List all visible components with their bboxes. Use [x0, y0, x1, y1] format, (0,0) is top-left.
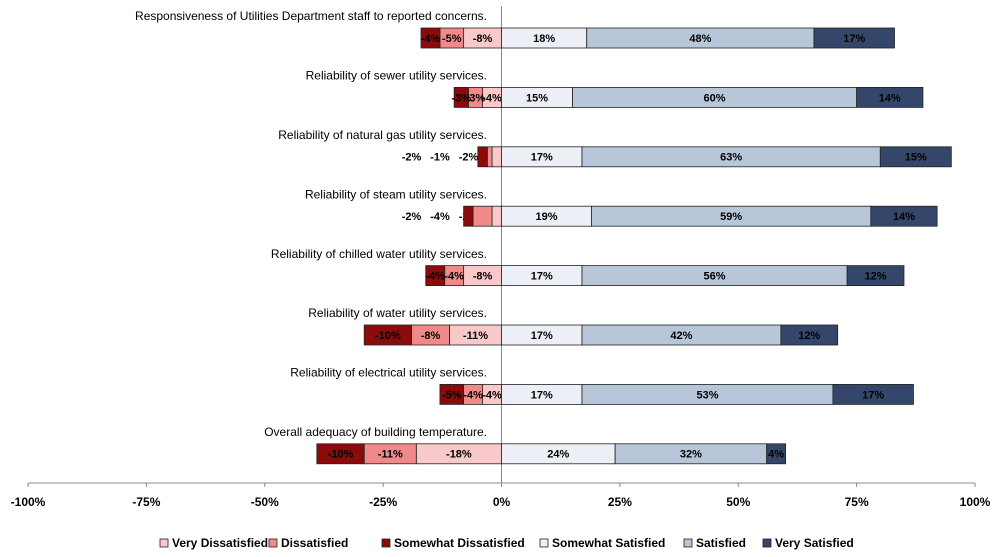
- data-label: -2%: [402, 211, 422, 223]
- bar-segment: [363, 324, 412, 346]
- data-label: -4%: [421, 33, 441, 45]
- bar-segment: [491, 146, 502, 168]
- x-tick-label: 50%: [726, 495, 750, 509]
- x-tick-label: 75%: [845, 495, 869, 509]
- data-label: 17%: [531, 271, 553, 283]
- data-label: 53%: [696, 389, 718, 401]
- data-label: -3%: [466, 92, 486, 104]
- data-label: 32%: [680, 449, 702, 461]
- data-label: 63%: [720, 152, 742, 164]
- data-label: 60%: [704, 92, 726, 104]
- data-label: 17%: [531, 152, 553, 164]
- data-label: 48%: [689, 33, 711, 45]
- data-label: 17%: [843, 33, 865, 45]
- bar-segment: [879, 146, 952, 168]
- bar-segment: [766, 443, 786, 465]
- legend-label: Satisfied: [696, 536, 746, 550]
- category-label: Reliability of chilled water utility ser…: [271, 247, 487, 261]
- category-label: Responsiveness of Utilities Department s…: [135, 9, 487, 23]
- category-label: Reliability of electrical utility servic…: [290, 366, 487, 380]
- x-tick-label: 25%: [608, 495, 632, 509]
- data-label: -1%: [430, 152, 450, 164]
- legend-swatch: [683, 538, 693, 548]
- bar-segment: [453, 87, 469, 108]
- category-label: Overall adequacy of building temperature…: [264, 425, 487, 439]
- data-label: 12%: [865, 271, 887, 283]
- bar-segment: [316, 443, 365, 465]
- x-tick-label: -75%: [132, 495, 160, 509]
- data-label: -5%: [442, 389, 462, 401]
- x-tick-label: -25%: [369, 495, 397, 509]
- data-label: -8%: [421, 330, 441, 342]
- data-label: -4%: [425, 271, 445, 283]
- data-label: 4%: [768, 449, 784, 461]
- legend-swatch: [539, 538, 549, 548]
- data-label: 56%: [704, 271, 726, 283]
- data-label: -4%: [444, 271, 464, 283]
- x-tick-label: -50%: [251, 495, 279, 509]
- data-label: -8%: [473, 271, 493, 283]
- legend-swatch: [381, 538, 391, 548]
- legend-swatch: [762, 538, 772, 548]
- data-label: 15%: [526, 92, 548, 104]
- bar-segment: [439, 383, 465, 405]
- category-label: Reliability of sewer utility services.: [306, 69, 487, 83]
- data-label: 18%: [533, 33, 555, 45]
- bar-segment: [813, 27, 895, 49]
- data-label: 14%: [893, 211, 915, 223]
- legend-label: Very Satisfied: [775, 536, 854, 550]
- legend-swatch: [159, 538, 169, 548]
- bar-segment: [846, 265, 905, 287]
- bar-segment: [486, 146, 493, 168]
- bar-segment: [477, 146, 488, 168]
- data-label: -4%: [430, 211, 450, 223]
- bar-segment: [463, 205, 474, 227]
- legend-label: Somewhat Satisfied: [552, 536, 665, 550]
- data-label: -11%: [463, 330, 488, 342]
- bar-segment: [780, 324, 839, 346]
- data-label: 17%: [862, 389, 884, 401]
- data-label: 17%: [531, 389, 553, 401]
- legend-label: Dissatisfied: [281, 536, 348, 550]
- data-label: -18%: [446, 449, 472, 461]
- bar-segment: [832, 383, 914, 405]
- data-label: -5%: [442, 33, 462, 45]
- data-label: -10%: [375, 330, 401, 342]
- category-label: Reliability of steam utility services.: [305, 187, 487, 201]
- bar-segment: [491, 205, 502, 227]
- data-label: 19%: [535, 211, 557, 223]
- bar-segment: [870, 205, 938, 227]
- data-label: 59%: [720, 211, 742, 223]
- data-label: -3%: [451, 92, 471, 104]
- data-label: 24%: [547, 449, 569, 461]
- legend-swatch: [268, 538, 278, 548]
- bar-segment: [420, 27, 441, 49]
- data-label: -4%: [463, 389, 483, 401]
- legend-label: Very Dissatisfied: [172, 536, 268, 550]
- data-label: -11%: [378, 449, 403, 461]
- x-tick-label: -100%: [11, 495, 46, 509]
- data-label: 15%: [905, 152, 927, 164]
- data-label: 17%: [531, 330, 553, 342]
- data-label: -4%: [482, 389, 502, 401]
- x-tick-label: 0%: [493, 495, 511, 509]
- data-label: -10%: [328, 449, 354, 461]
- data-label: 42%: [670, 330, 692, 342]
- category-label: Reliability of natural gas utility servi…: [278, 128, 487, 142]
- data-label: -2%: [402, 152, 422, 164]
- data-label: 12%: [798, 330, 820, 342]
- bar-segment: [425, 265, 446, 287]
- data-label: -8%: [473, 33, 493, 45]
- bar-segment: [472, 205, 493, 227]
- data-label: -2%: [459, 152, 479, 164]
- data-label: 14%: [879, 92, 901, 104]
- x-tick-label: 100%: [960, 495, 991, 509]
- bar-segment: [856, 87, 924, 108]
- legend-label: Somewhat Dissatisfied: [394, 536, 525, 550]
- category-label: Reliability of water utility services.: [308, 306, 487, 320]
- data-label: -4%: [482, 92, 502, 104]
